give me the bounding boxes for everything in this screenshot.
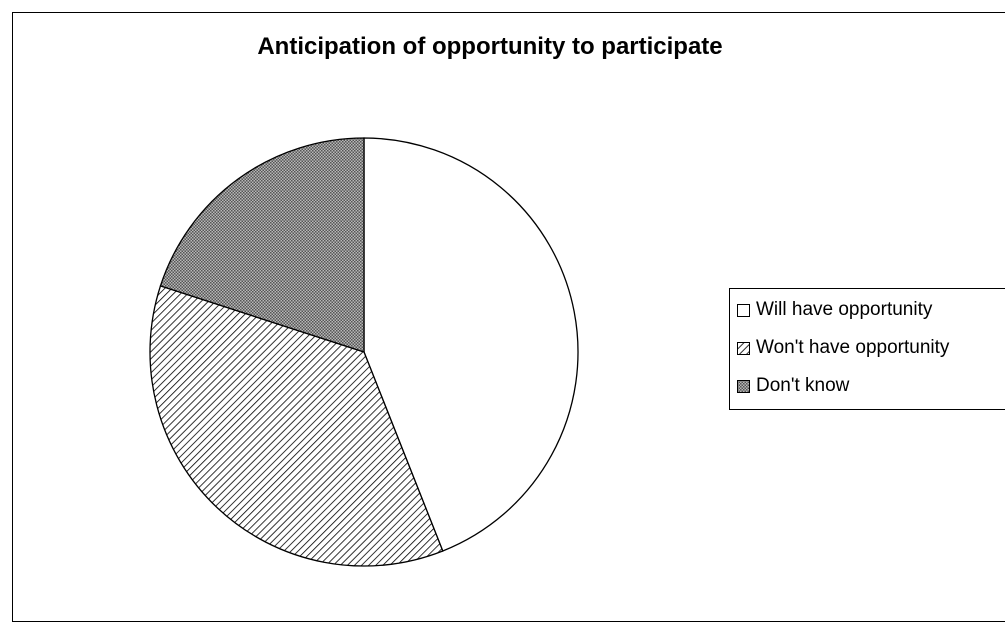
legend-swatch-dont-know	[737, 379, 750, 393]
legend: Will have opportunity Won't have opportu…	[729, 288, 1005, 410]
legend-label-wont-have-opportunity: Won't have opportunity	[756, 337, 950, 358]
legend-item-dont-know: Don't know	[737, 373, 849, 399]
pie-chart	[149, 137, 579, 567]
legend-label-will-have-opportunity: Will have opportunity	[756, 299, 933, 320]
pie-slices	[149, 137, 579, 567]
legend-item-will-have-opportunity: Will have opportunity	[737, 297, 932, 323]
chart-title: Anticipation of opportunity to participa…	[257, 33, 723, 60]
legend-swatch-will-have-opportunity	[737, 303, 750, 317]
legend-label-dont-know: Don't know	[756, 375, 850, 396]
pie-slice-won-t-have-opportunity	[149, 285, 444, 567]
pie-slice-don-t-know	[159, 137, 365, 353]
pie-slice-will-have-opportunity	[363, 137, 579, 552]
legend-swatch-wont-have-opportunity	[737, 341, 750, 355]
legend-item-wont-have-opportunity: Won't have opportunity	[737, 335, 949, 361]
